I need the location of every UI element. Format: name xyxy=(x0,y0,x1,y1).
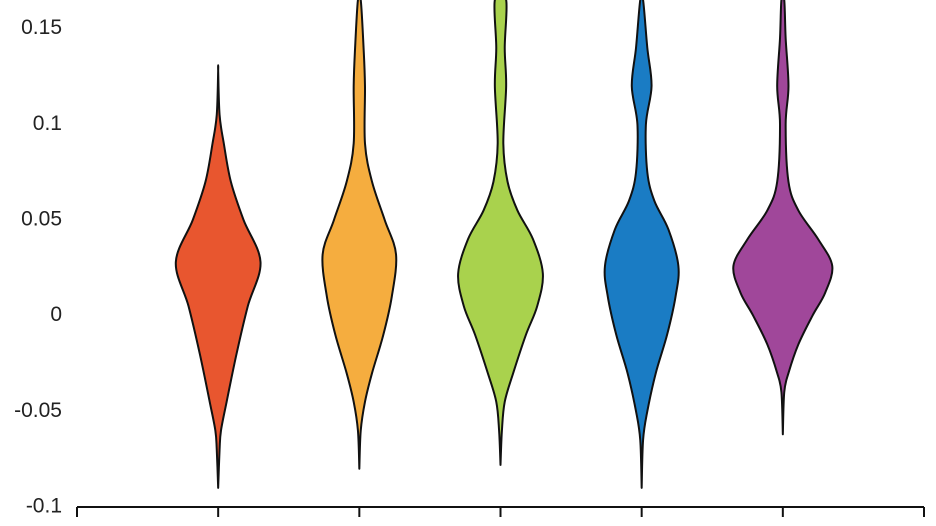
violin xyxy=(321,0,398,470)
y-tick-label: -0.05 xyxy=(14,399,62,422)
violin xyxy=(732,0,834,436)
y-tick-label: 0.1 xyxy=(33,112,62,135)
y-tick-label: 0.05 xyxy=(21,208,62,231)
y-tick-label: 0.15 xyxy=(21,16,62,39)
violin xyxy=(457,0,544,466)
violin xyxy=(174,64,262,489)
violin xyxy=(603,0,680,489)
y-tick-label: -0.1 xyxy=(26,495,62,518)
y-tick-label: 0 xyxy=(50,303,62,326)
